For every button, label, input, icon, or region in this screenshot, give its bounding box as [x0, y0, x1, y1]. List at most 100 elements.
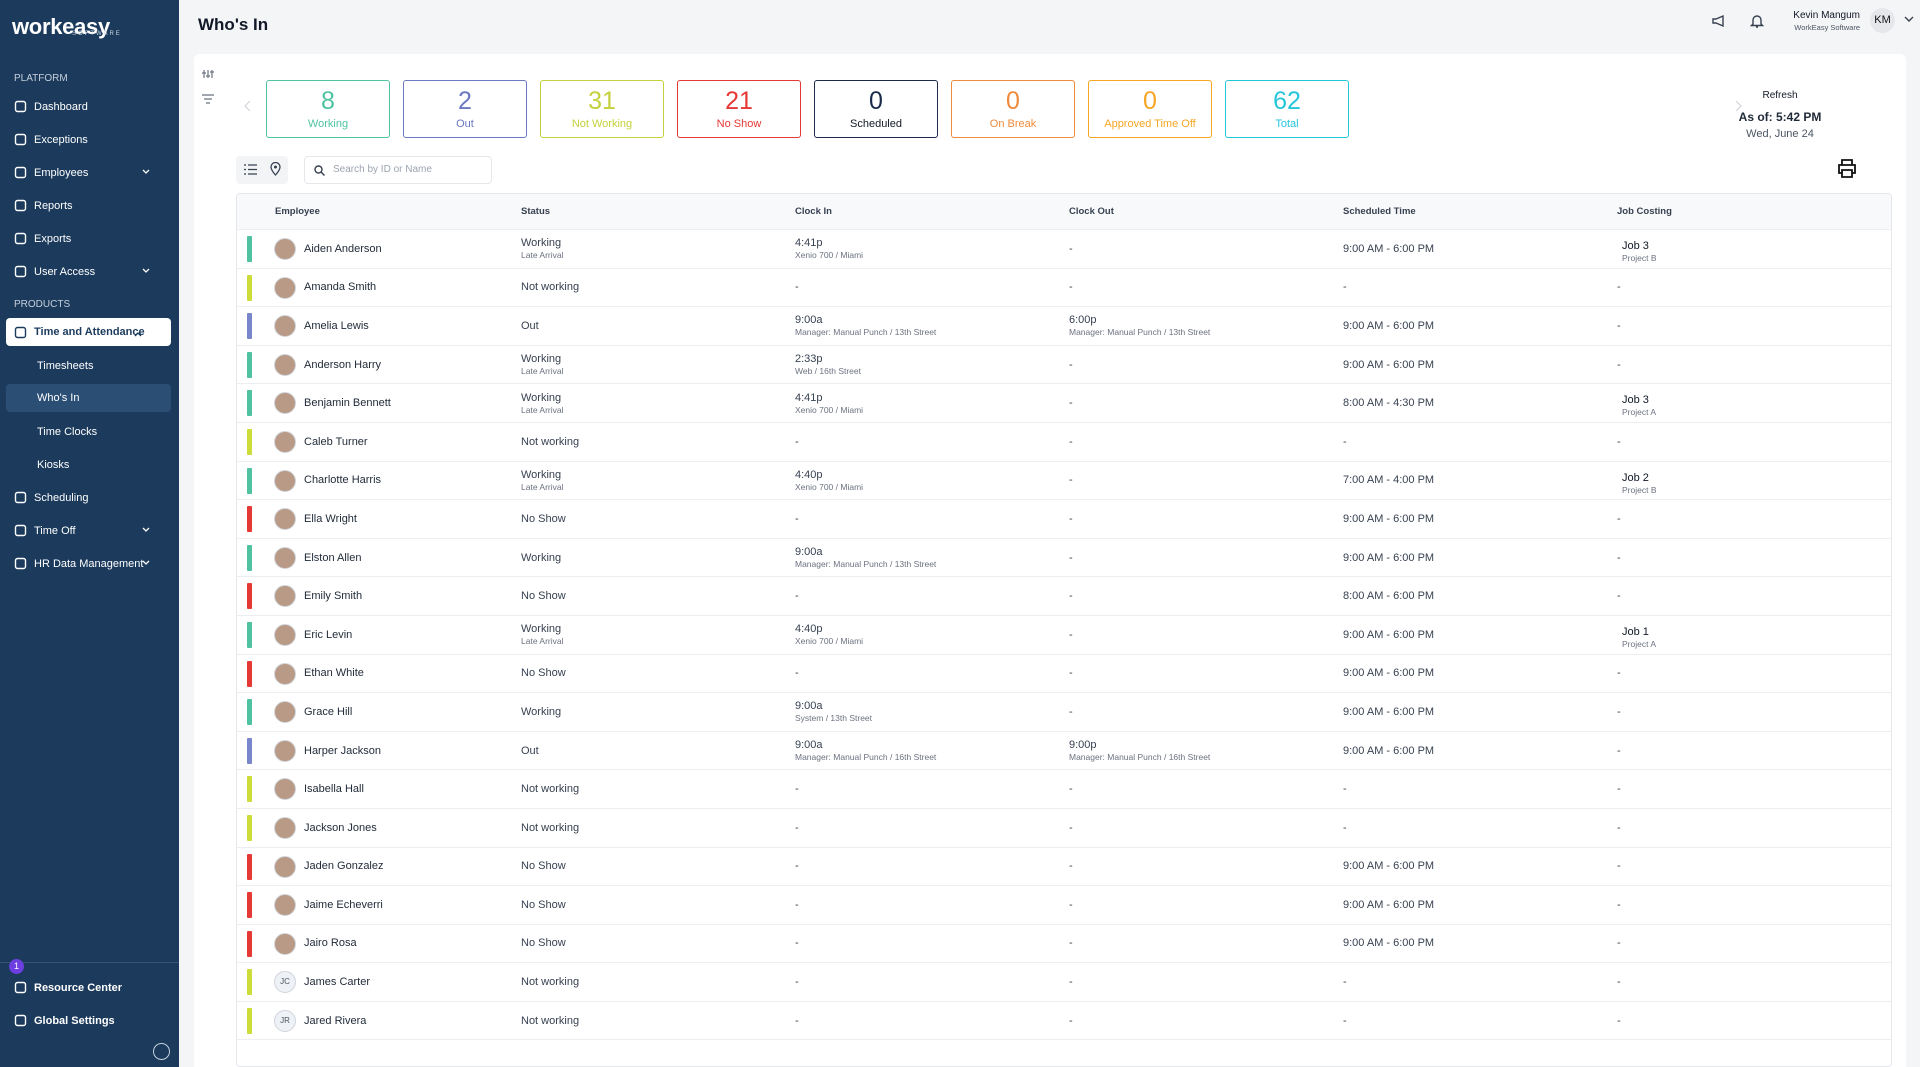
- map-view-icon[interactable]: [270, 162, 281, 176]
- nav-item[interactable]: Reports: [0, 189, 179, 222]
- table-row[interactable]: Jaden Gonzalez No Show - - 9:00 AM - 6:00 PM…: [237, 848, 1891, 887]
- refresh-block: Refresh As of: 5:42 PM Wed, June 24: [1720, 90, 1840, 140]
- table-row[interactable]: Jackson Jones Not working - - - -: [237, 809, 1891, 848]
- nav-item[interactable]: Scheduling: [0, 481, 179, 514]
- clock-in-sub: Xenio 700 / Miami: [795, 636, 864, 647]
- print-icon[interactable]: [1837, 159, 1857, 178]
- table-row[interactable]: JC James Carter Not working - - - -: [237, 963, 1891, 1002]
- columns-icon[interactable]: [202, 68, 214, 80]
- column-header[interactable]: Clock Out: [1069, 206, 1114, 217]
- clock-in-cell: -: [795, 770, 1069, 808]
- status-cell: Working Late Arrival: [521, 384, 795, 422]
- table-row[interactable]: Anderson Harry Working Late Arrival 2:33p We…: [237, 346, 1891, 385]
- column-header[interactable]: Employee: [275, 206, 320, 217]
- card-value: 8: [321, 87, 335, 115]
- table-row[interactable]: Aiden Anderson Working Late Arrival 4:41p Xe…: [237, 230, 1891, 269]
- summary-card[interactable]: 31 Not Working: [540, 80, 664, 138]
- table-row[interactable]: Elston Allen Working 9:00a Manager: Manual …: [237, 539, 1891, 578]
- table-row[interactable]: Benjamin Bennett Working Late Arrival 4:41p…: [237, 384, 1891, 423]
- search-input[interactable]: Search by ID or Name: [304, 156, 492, 184]
- job: Job 1: [1622, 625, 1649, 638]
- nav-item[interactable]: Dashboard: [0, 90, 179, 123]
- user-avatar[interactable]: KM: [1870, 8, 1895, 33]
- badge: 1: [9, 959, 24, 974]
- table-row[interactable]: Emily Smith No Show - - 8:00 AM - 6:00 PM -: [237, 577, 1891, 616]
- nav-item[interactable]: Time Off: [0, 514, 179, 547]
- nav-item[interactable]: Who's In: [6, 384, 171, 412]
- status-bar: [247, 313, 252, 340]
- nav-item[interactable]: HR Data Management: [0, 547, 179, 580]
- table-row[interactable]: JR Jared Rivera Not working - - - -: [237, 1002, 1891, 1041]
- table-row[interactable]: Caleb Turner Not working - - - -: [237, 423, 1891, 462]
- table-row[interactable]: Ethan White No Show - - 9:00 AM - 6:00 PM -: [237, 655, 1891, 694]
- filter-icon[interactable]: [202, 94, 214, 104]
- employee-name: Aiden Anderson: [304, 242, 382, 255]
- table-row[interactable]: Jairo Rosa No Show - - 9:00 AM - 6:00 PM -: [237, 925, 1891, 964]
- table-row[interactable]: Jaime Echeverri No Show - - 9:00 AM - 6:00 P…: [237, 886, 1891, 925]
- nav-item[interactable]: Kiosks: [0, 448, 179, 481]
- table-row[interactable]: Charlotte Harris Working Late Arrival 4:40p…: [237, 462, 1891, 501]
- avatar: [274, 816, 296, 839]
- clock-out: 9:00p: [1069, 739, 1097, 752]
- nav-item[interactable]: Employees: [0, 156, 179, 189]
- employee-cell: Harper Jackson: [237, 732, 521, 770]
- clock-out: -: [1069, 667, 1073, 680]
- status-cell: No Show: [521, 925, 795, 963]
- next-arrow[interactable]: [1734, 100, 1742, 112]
- prev-arrow[interactable]: [244, 100, 252, 112]
- status-sub: Late Arrival: [521, 404, 564, 415]
- scheduled-cell: -: [1343, 963, 1617, 1001]
- status-bar: [247, 390, 252, 417]
- announcement-icon[interactable]: [1711, 14, 1727, 28]
- nav-item[interactable]: Global Settings: [0, 1004, 179, 1037]
- nav-item[interactable]: Exceptions: [0, 123, 179, 156]
- column-header[interactable]: Clock In: [795, 206, 832, 217]
- column-header[interactable]: Status: [521, 206, 551, 217]
- table-row[interactable]: Isabella Hall Not working - - - -: [237, 770, 1891, 809]
- nav-item[interactable]: Time and Attendance: [6, 318, 171, 346]
- list-view-icon[interactable]: [244, 164, 257, 175]
- nav-item[interactable]: Resource Center: [0, 971, 179, 1004]
- clock-out: -: [1069, 860, 1073, 873]
- user-info[interactable]: Kevin Mangum WorkEasy Software: [1793, 10, 1860, 32]
- summary-card[interactable]: 0 Approved Time Off: [1088, 80, 1212, 138]
- column-header[interactable]: Scheduled Time: [1343, 206, 1416, 217]
- table-row[interactable]: Harper Jackson Out 9:00a Manager: Manual Pu…: [237, 732, 1891, 771]
- summary-card[interactable]: 0 Scheduled: [814, 80, 938, 138]
- status-bar: [247, 274, 252, 301]
- table-row[interactable]: Amelia Lewis Out 9:00a Manager: Manual Punc…: [237, 307, 1891, 346]
- status-bar: [247, 853, 252, 880]
- nav-label: Dashboard: [34, 100, 88, 113]
- job: Job 3: [1622, 240, 1649, 252]
- employee-name: Charlotte Harris: [304, 474, 382, 487]
- table-row[interactable]: Eric Levin Working Late Arrival 4:40p Xenio …: [237, 616, 1891, 655]
- employee-name: Amelia Lewis: [304, 319, 369, 332]
- summary-card[interactable]: 62 Total: [1225, 80, 1349, 138]
- avatar: [274, 469, 296, 492]
- user-menu-chevron[interactable]: [1904, 16, 1914, 23]
- nav-item[interactable]: User Access: [0, 255, 179, 288]
- summary-card[interactable]: 2 Out: [403, 80, 527, 138]
- status-cell: No Show: [521, 500, 795, 538]
- avatar: [274, 276, 296, 299]
- table-row[interactable]: Amanda Smith Not working - - - -: [237, 269, 1891, 308]
- summary-card[interactable]: 8 Working: [266, 80, 390, 138]
- collapse-button[interactable]: [153, 1043, 170, 1060]
- status: Working: [521, 468, 562, 481]
- nav-item[interactable]: Exports: [0, 222, 179, 255]
- bell-icon[interactable]: [1750, 13, 1764, 29]
- job-cell: -: [1617, 963, 1891, 1001]
- table-row[interactable]: Grace Hill Working 9:00a System / 13th Stre…: [237, 693, 1891, 732]
- summary-card[interactable]: 0 On Break: [951, 80, 1075, 138]
- job-cell: -: [1617, 770, 1891, 808]
- clock-out-sub: Manager: Manual Punch / 16th Street: [1069, 752, 1211, 763]
- column-header[interactable]: Job Costing: [1617, 206, 1672, 217]
- table-row[interactable]: Ella Wright No Show - - 9:00 AM - 6:00 PM -: [237, 500, 1891, 539]
- scheduled: -: [1343, 1014, 1347, 1027]
- summary-card[interactable]: 21 No Show: [677, 80, 801, 138]
- nav-item[interactable]: Time Clocks: [0, 415, 179, 448]
- clock-in: 9:00a: [795, 739, 823, 752]
- job: -: [1617, 590, 1621, 603]
- refresh-button[interactable]: Refresh: [1762, 90, 1798, 101]
- nav-item[interactable]: Timesheets: [0, 349, 179, 382]
